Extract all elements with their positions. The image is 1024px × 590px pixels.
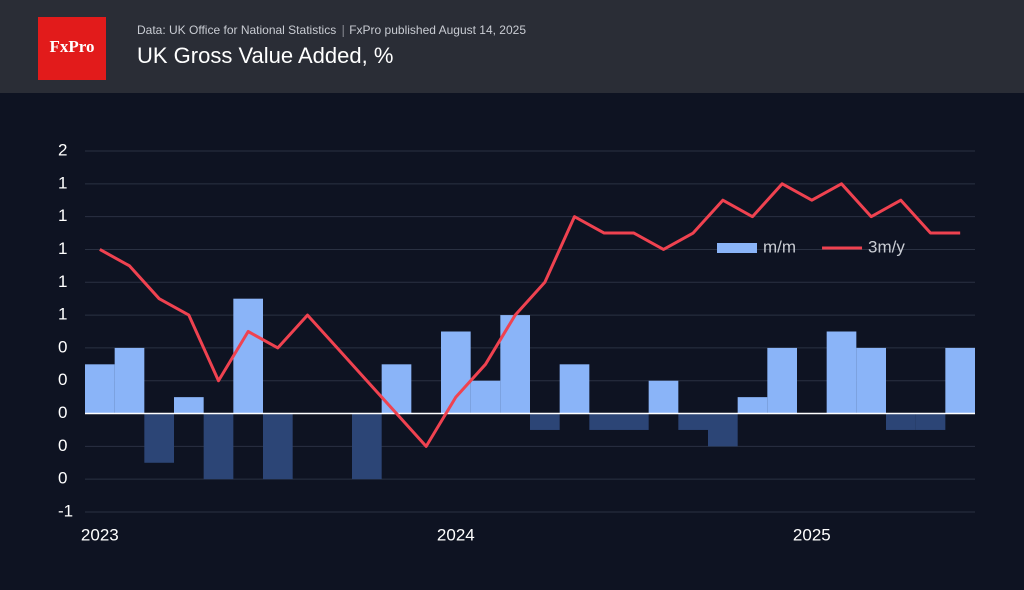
bar xyxy=(203,413,234,480)
header-band xyxy=(0,0,1024,93)
line xyxy=(99,182,961,448)
y-tick-label: 1 xyxy=(58,206,67,225)
legend-label: m/m xyxy=(763,237,796,256)
bar xyxy=(559,364,590,414)
bar xyxy=(589,413,619,430)
bar xyxy=(826,331,857,414)
bar xyxy=(945,347,975,414)
legend-label: 3m/y xyxy=(868,237,905,256)
y-tick-label: 0 xyxy=(58,370,67,389)
bar xyxy=(470,380,501,414)
bar xyxy=(114,347,145,414)
bar xyxy=(233,298,263,414)
logo-text: FxPro xyxy=(49,37,94,56)
bar xyxy=(263,413,293,480)
bar xyxy=(856,347,886,414)
y-tick-label: 0 xyxy=(58,337,67,356)
x-tick-label: 2023 xyxy=(81,525,119,544)
bar xyxy=(678,413,708,430)
bar xyxy=(648,380,679,414)
legend-swatch xyxy=(717,243,757,253)
source-note: Data: UK Office for National Statistics xyxy=(137,23,336,37)
bar xyxy=(144,413,174,463)
bar xyxy=(886,413,916,430)
x-tick-label: 2024 xyxy=(437,525,475,544)
bar xyxy=(619,413,649,430)
logo-box xyxy=(38,17,106,80)
bar xyxy=(381,364,412,414)
bar xyxy=(352,413,382,480)
bar xyxy=(85,364,115,414)
y-tick-label: 0 xyxy=(58,469,67,488)
published-note: FxPro published August 14, 2025 xyxy=(349,23,526,37)
y-tick-label: 2 xyxy=(58,140,67,159)
bar xyxy=(708,413,738,447)
y-tick-label: 0 xyxy=(58,403,67,422)
bar xyxy=(441,331,471,414)
chart-title: UK Gross Value Added, % xyxy=(137,43,393,68)
bar xyxy=(915,413,946,430)
bar xyxy=(737,397,768,414)
bar xyxy=(767,347,797,414)
x-tick-label: 2025 xyxy=(793,525,831,544)
y-tick-label: 1 xyxy=(58,305,67,324)
bar xyxy=(174,397,204,414)
y-tick-label: 0 xyxy=(58,436,67,455)
y-tick-label: -1 xyxy=(58,501,73,520)
bar xyxy=(530,413,560,430)
y-tick-label: 1 xyxy=(58,173,67,192)
y-tick-label: 1 xyxy=(58,272,67,291)
y-tick-label: 1 xyxy=(58,239,67,258)
